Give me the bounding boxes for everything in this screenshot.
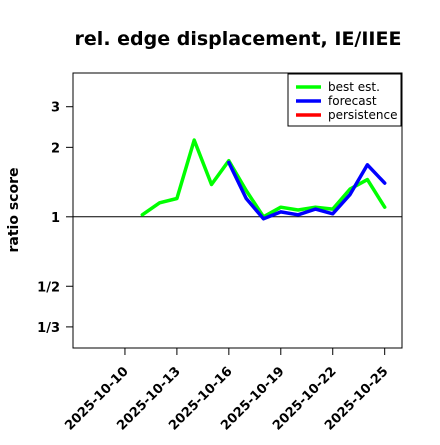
y-tick-label: 1 <box>51 211 60 226</box>
legend-label: forecast <box>328 94 377 108</box>
chart-title: rel. edge displacement, IE/IIEE <box>75 28 402 50</box>
y-tick-label: 3 <box>51 101 60 116</box>
series-layer <box>140 138 387 221</box>
legend-label: best est. <box>328 80 380 94</box>
y-tick-label: 1/2 <box>37 280 60 295</box>
plot-frame <box>72 72 403 349</box>
y-axis-label: ratio score <box>6 168 22 253</box>
y-tick-label: 2 <box>51 141 60 156</box>
y-tick-label: 1/3 <box>37 321 60 336</box>
series-line-forecast <box>227 160 387 221</box>
x-axis: 2025-10-102025-10-132025-10-162025-10-19… <box>62 348 392 434</box>
y-axis: 3 2 1 1/2 1/3 <box>37 101 73 336</box>
legend-label: persistence <box>328 108 397 122</box>
series-line-best-est- <box>140 138 387 219</box>
